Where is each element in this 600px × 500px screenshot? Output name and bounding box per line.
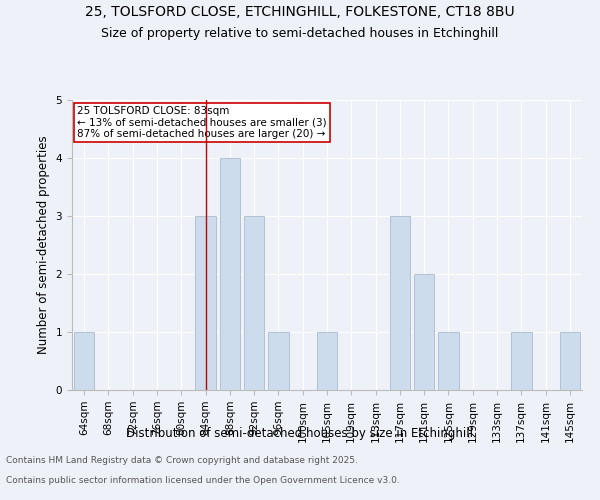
Text: 25, TOLSFORD CLOSE, ETCHINGHILL, FOLKESTONE, CT18 8BU: 25, TOLSFORD CLOSE, ETCHINGHILL, FOLKEST… xyxy=(85,5,515,19)
Text: Contains HM Land Registry data © Crown copyright and database right 2025.: Contains HM Land Registry data © Crown c… xyxy=(6,456,358,465)
Bar xyxy=(74,332,94,390)
Bar xyxy=(560,332,580,390)
Bar xyxy=(317,332,337,390)
Text: Size of property relative to semi-detached houses in Etchinghill: Size of property relative to semi-detach… xyxy=(101,28,499,40)
Text: Distribution of semi-detached houses by size in Etchinghill: Distribution of semi-detached houses by … xyxy=(127,428,473,440)
Y-axis label: Number of semi-detached properties: Number of semi-detached properties xyxy=(37,136,50,354)
Bar xyxy=(511,332,532,390)
Text: 25 TOLSFORD CLOSE: 83sqm
← 13% of semi-detached houses are smaller (3)
87% of se: 25 TOLSFORD CLOSE: 83sqm ← 13% of semi-d… xyxy=(77,106,327,139)
Bar xyxy=(244,216,265,390)
Bar xyxy=(268,332,289,390)
Bar xyxy=(389,216,410,390)
Bar xyxy=(220,158,240,390)
Text: Contains public sector information licensed under the Open Government Licence v3: Contains public sector information licen… xyxy=(6,476,400,485)
Bar xyxy=(195,216,216,390)
Bar xyxy=(438,332,459,390)
Bar xyxy=(414,274,434,390)
